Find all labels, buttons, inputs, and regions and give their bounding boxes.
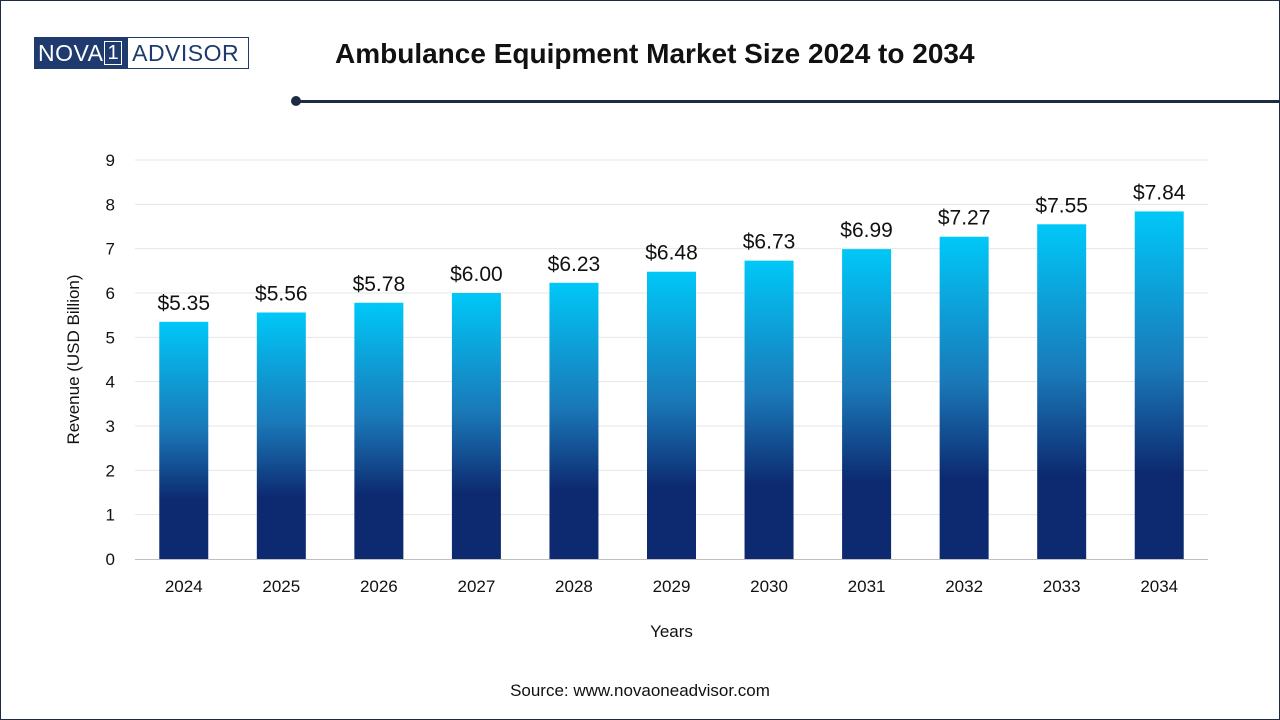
chart-title: Ambulance Equipment Market Size 2024 to … (335, 38, 975, 69)
logo-text-one: 1 (104, 41, 123, 65)
x-tick-label: 2024 (165, 577, 203, 596)
y-tick-label: 2 (106, 461, 115, 480)
brand-logo: NOVA 1 ADVISOR (34, 37, 249, 69)
x-tick-label: 2031 (848, 577, 886, 596)
y-tick-label: 0 (106, 550, 115, 569)
data-label-2024: $5.35 (157, 292, 210, 315)
x-tick-label: 2033 (1043, 577, 1081, 596)
data-label-2029: $6.48 (645, 242, 698, 265)
data-labels: $5.35 $5.56 $5.78 $6.00 $6.23 $6.48 $6.73 $6.99… (157, 181, 1185, 314)
y-tick-label: 1 (106, 506, 115, 525)
data-label-2025: $5.56 (255, 283, 308, 306)
x-tick-label: 2026 (360, 577, 398, 596)
source-note: Source: www.novaoneadvisor.com (510, 681, 770, 700)
x-tick-labels: 2024 2025 2026 2027 2028 2029 2030 2031 2032 2033… (165, 577, 1178, 596)
logo-dark-block: NOVA 1 (34, 37, 128, 69)
x-axis-label: Years (650, 622, 693, 641)
data-label-2033: $7.55 (1035, 194, 1088, 217)
y-axis-label: Revenue (USD Billion) (64, 274, 83, 444)
title-rule-dot (291, 96, 301, 106)
y-tick-label: 9 (106, 151, 115, 170)
bar-2026 (354, 302, 404, 559)
x-tick-label: 2030 (750, 577, 788, 596)
x-tick-label: 2032 (945, 577, 983, 596)
bar-2031 (842, 249, 892, 560)
bars (159, 211, 1184, 560)
bar-2034 (1134, 211, 1184, 559)
bar-2033 (1037, 224, 1087, 560)
x-tick-label: 2034 (1140, 577, 1178, 596)
data-label-2028: $6.23 (548, 253, 601, 276)
y-tick-labels: 0 1 2 3 4 5 6 7 8 9 (106, 151, 115, 569)
logo-text-advisor: ADVISOR (132, 40, 240, 66)
bar-2030 (744, 260, 794, 559)
bar-2025 (256, 312, 306, 559)
y-tick-label: 7 (106, 240, 115, 259)
bar-2032 (939, 236, 989, 560)
logo-light-block: ADVISOR (127, 37, 249, 69)
logo-text-nova: NOVA (38, 40, 104, 66)
x-tick-label: 2025 (262, 577, 300, 596)
x-tick-label: 2028 (555, 577, 593, 596)
bar-2028 (549, 282, 599, 559)
x-tick-label: 2027 (457, 577, 495, 596)
bar-2024 (159, 321, 209, 559)
data-label-2032: $7.27 (938, 207, 991, 230)
data-label-2034: $7.84 (1133, 181, 1186, 204)
y-tick-label: 3 (106, 417, 115, 436)
bar-2029 (647, 271, 696, 559)
y-tick-label: 4 (106, 373, 115, 392)
data-label-2027: $6.00 (450, 263, 503, 286)
y-tick-label: 5 (106, 328, 115, 347)
y-tick-label: 6 (106, 284, 115, 303)
data-label-2030: $6.73 (743, 231, 796, 254)
data-label-2026: $5.78 (353, 273, 406, 296)
data-label-2031: $6.99 (840, 219, 893, 242)
x-tick-label: 2029 (653, 577, 691, 596)
bar-2027 (451, 293, 501, 559)
title-rule-line (300, 100, 1280, 103)
y-tick-label: 8 (106, 195, 115, 214)
